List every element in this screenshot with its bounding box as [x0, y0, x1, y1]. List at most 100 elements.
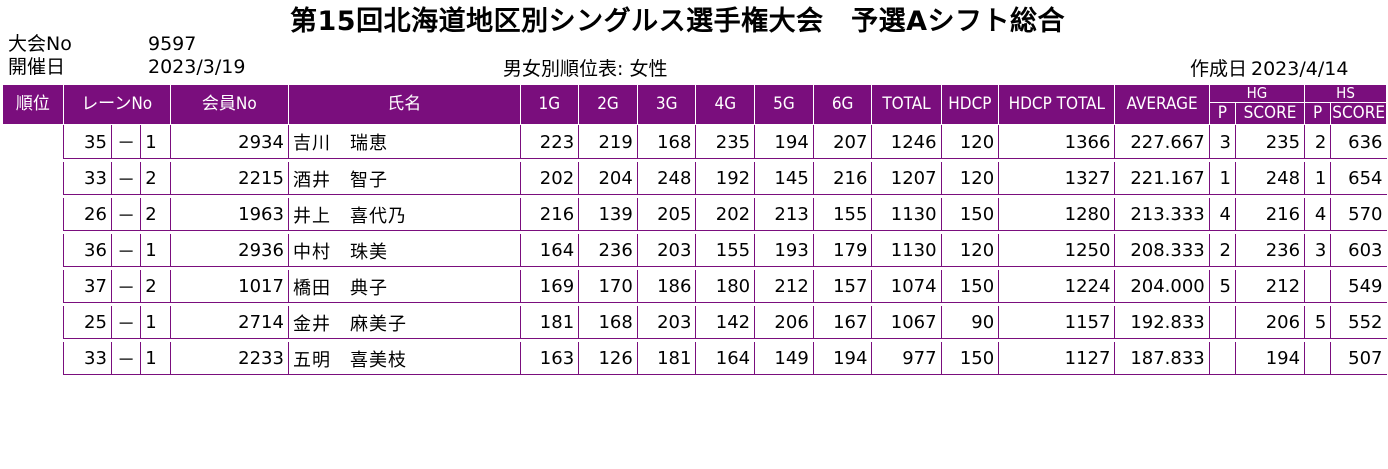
game6-cell: 157	[812, 268, 872, 306]
hg-score-cell: 216	[1234, 196, 1305, 234]
average-cell: 204.000	[1114, 268, 1210, 306]
event-date: 2023/3/19	[148, 56, 246, 78]
rank-cell: 2	[2, 160, 64, 198]
player-name-cell: 井上 喜代乃	[287, 196, 520, 234]
total-cell: 1130	[871, 232, 942, 270]
game6-cell: 155	[812, 196, 872, 234]
game3-cell: 203	[636, 232, 696, 270]
hg-place-cell: 2	[1208, 232, 1236, 270]
game3-cell: 186	[636, 268, 696, 306]
table-row: 6 25 － 1 2714 金井 麻美子 181 168 203 142 206 167 1067 90 1…	[2, 304, 1387, 342]
game1-cell: 202	[519, 160, 579, 198]
hg-score-cell: 206	[1234, 304, 1305, 342]
hg-place-cell	[1208, 340, 1236, 378]
hdcp-total-cell: 1280	[998, 196, 1115, 234]
game2-cell: 139	[578, 196, 638, 234]
game5-cell: 145	[754, 160, 814, 198]
game6-cell: 216	[812, 160, 872, 198]
hdcp-total-cell: 1250	[998, 232, 1115, 270]
meet-no: 9597	[148, 33, 197, 55]
hdcp-total-cell: 1327	[998, 160, 1115, 198]
lane-dash: －	[110, 196, 141, 234]
lane-dash: －	[110, 160, 141, 198]
game5-cell: 193	[754, 232, 814, 270]
member-no-cell: 2714	[169, 304, 289, 342]
total-cell: 1207	[871, 160, 942, 198]
game3-cell: 248	[636, 160, 696, 198]
lane-dash: －	[110, 124, 141, 162]
header-hdcp-total: HDCP TOTAL	[998, 84, 1116, 125]
seat-cell: 1	[140, 340, 171, 378]
average-cell: 227.667	[1114, 124, 1210, 162]
hdcp-cell: 120	[940, 160, 999, 198]
game4-cell: 202	[695, 196, 755, 234]
player-name-cell: 吉川 瑞恵	[287, 124, 520, 162]
hs-score-cell: 603	[1330, 232, 1387, 270]
member-no-cell: 2233	[169, 340, 289, 378]
hg-score-cell: 236	[1234, 232, 1305, 270]
game5-cell: 206	[754, 304, 814, 342]
hs-place-cell	[1304, 268, 1331, 306]
hs-score-cell: 636	[1330, 124, 1387, 162]
game2-cell: 219	[578, 124, 638, 162]
created-date: 2023/4/14	[1251, 58, 1349, 80]
seat-cell: 1	[140, 232, 171, 270]
header-g5: 5G	[754, 84, 814, 125]
header-hs-score: SCORE	[1330, 102, 1387, 125]
header-hs-p: P	[1304, 102, 1332, 125]
table-row: 1 35 － 1 2934 吉川 瑞恵 223 219 168 235 194 207 1246 120 1…	[2, 124, 1387, 162]
rank-cell: 7	[2, 340, 64, 378]
game3-cell: 181	[636, 340, 696, 378]
member-no-cell: 2215	[169, 160, 289, 198]
average-cell: 213.333	[1114, 196, 1210, 234]
member-no-cell: 1017	[169, 268, 289, 306]
game4-cell: 235	[695, 124, 755, 162]
rank-cell: 5	[2, 268, 64, 306]
lane-cell: 33	[62, 340, 112, 378]
table-row: 7 33 － 1 2233 五明 喜美枝 163 126 181 164 149 194 977 150 1…	[2, 340, 1387, 378]
seat-cell: 2	[140, 196, 171, 234]
page-title: 第15回北海道地区別シングルス選手権大会 予選Aシフト総合	[290, 6, 1065, 37]
average-cell: 192.833	[1114, 304, 1210, 342]
game2-cell: 168	[578, 304, 638, 342]
game5-cell: 149	[754, 340, 814, 378]
hg-score-cell: 212	[1234, 268, 1305, 306]
hg-place-cell: 3	[1208, 124, 1236, 162]
game4-cell: 180	[695, 268, 755, 306]
total-cell: 1067	[871, 304, 942, 342]
hdcp-total-cell: 1157	[998, 304, 1115, 342]
seat-cell: 1	[140, 304, 171, 342]
hs-score-cell: 570	[1330, 196, 1387, 234]
header-hs: HS	[1304, 84, 1387, 103]
lane-cell: 35	[62, 124, 112, 162]
member-no-cell: 1963	[169, 196, 289, 234]
lane-cell: 36	[62, 232, 112, 270]
hs-place-cell: 5	[1304, 304, 1331, 342]
seat-cell: 2	[140, 160, 171, 198]
hs-place-cell: 2	[1304, 124, 1331, 162]
header-lane: レーンNo	[62, 84, 171, 125]
hs-score-cell: 549	[1330, 268, 1387, 306]
hs-place-cell	[1304, 340, 1331, 378]
hdcp-cell: 90	[940, 304, 999, 342]
game3-cell: 205	[636, 196, 696, 234]
hdcp-total-cell: 1127	[998, 340, 1115, 378]
hs-place-cell: 4	[1304, 196, 1331, 234]
hs-score-cell: 654	[1330, 160, 1387, 198]
hs-score-cell: 507	[1330, 340, 1387, 378]
hg-place-cell: 5	[1208, 268, 1236, 306]
member-no-cell: 2934	[169, 124, 289, 162]
hdcp-cell: 120	[940, 124, 999, 162]
header-hg-p: P	[1208, 102, 1236, 125]
game5-cell: 213	[754, 196, 814, 234]
hdcp-total-cell: 1224	[998, 268, 1115, 306]
member-no-cell: 2936	[169, 232, 289, 270]
game3-cell: 168	[636, 124, 696, 162]
hdcp-cell: 120	[940, 232, 999, 270]
lane-dash: －	[110, 304, 141, 342]
table-row: 3 26 － 2 1963 井上 喜代乃 216 139 205 202 213 155 1130 150…	[2, 196, 1387, 234]
player-name-cell: 五明 喜美枝	[287, 340, 520, 378]
game1-cell: 181	[519, 304, 579, 342]
game5-cell: 194	[754, 124, 814, 162]
game6-cell: 179	[812, 232, 872, 270]
